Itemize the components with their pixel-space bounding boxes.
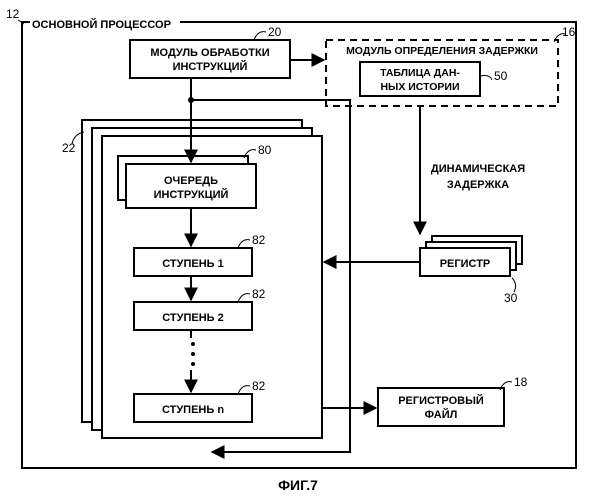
ref-regfile: 18	[514, 375, 528, 389]
instruction-module-box: МОДУЛЬ ОБРАБОТКИ ИНСТРУКЦИЙ	[130, 40, 290, 78]
ref-history: 50	[494, 69, 508, 83]
hist-l2: НЫХ ИСТОРИИ	[380, 81, 459, 93]
stagen-label: СТУПЕНЬ n	[162, 404, 224, 416]
hist-l1: ТАБЛИЦА ДАН-	[380, 67, 460, 79]
register-box: РЕГИСТР	[420, 236, 522, 276]
dyn-delay-l1: ДИНАМИЧЕСКАЯ	[431, 163, 525, 175]
ref-register: 30	[504, 291, 518, 305]
stage1-box: СТУПЕНЬ 1	[134, 248, 252, 276]
stage1-label: СТУПЕНЬ 1	[162, 258, 224, 270]
stage2-label: СТУПЕНЬ 2	[162, 312, 224, 324]
queue-box: ОЧЕРЕДЬ ИНСТРУКЦИЙ	[118, 156, 256, 208]
instr-module-l2: ИНСТРУКЦИЙ	[173, 60, 248, 73]
ref-stagen: 82	[252, 379, 266, 393]
ref-instr-module: 20	[268, 25, 282, 39]
delay-module-label: МОДУЛЬ ОПРЕДЕЛЕНИЯ ЗАДЕРЖКИ	[346, 45, 538, 57]
regfile-l1: РЕГИСТРОВЫЙ	[398, 394, 484, 407]
ref-stage2: 82	[252, 287, 266, 301]
outer-label: ОСНОВНОЙ ПРОЦЕССОР	[32, 18, 171, 31]
diagram-svg: 12 ОСНОВНОЙ ПРОЦЕССОР МОДУЛЬ ОБРАБОТКИ И…	[0, 0, 596, 500]
queue-l1: ОЧЕРЕДЬ	[164, 175, 218, 187]
regfile-box: РЕГИСТРОВЫЙ ФАЙЛ	[378, 388, 504, 426]
ref-outer: 12	[6, 7, 20, 21]
ref-delay-module: 16	[562, 25, 576, 39]
dyn-delay-l2: ЗАДЕРЖКА	[447, 179, 509, 191]
ref-queue: 80	[258, 143, 272, 157]
instr-module-l1: МОДУЛЬ ОБРАБОТКИ	[150, 47, 269, 59]
stagen-box: СТУПЕНЬ n	[134, 394, 252, 422]
register-label: РЕГИСТР	[440, 258, 491, 270]
ref-stage1: 82	[252, 233, 266, 247]
ref-pipeline: 22	[62, 141, 76, 155]
regfile-l2: ФАЙЛ	[425, 408, 458, 421]
stage2-box: СТУПЕНЬ 2	[134, 302, 252, 330]
history-table-box: ТАБЛИЦА ДАН- НЫХ ИСТОРИИ	[360, 62, 480, 96]
queue-l2: ИНСТРУКЦИЙ	[154, 188, 229, 201]
figure-caption: ФИГ.7	[278, 477, 318, 493]
